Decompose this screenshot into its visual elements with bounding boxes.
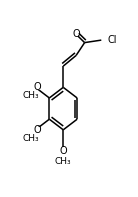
Text: O: O	[72, 29, 80, 39]
Bar	[104, 37, 111, 42]
Text: CH₃: CH₃	[55, 157, 71, 166]
Bar	[35, 127, 40, 133]
Bar	[61, 149, 66, 154]
Bar	[74, 31, 78, 37]
Text: O: O	[34, 125, 41, 135]
Text: CH₃: CH₃	[23, 134, 39, 143]
Text: O: O	[34, 82, 41, 92]
Text: Cl: Cl	[107, 34, 117, 45]
Text: CH₃: CH₃	[23, 91, 39, 100]
Text: O: O	[59, 146, 67, 156]
Bar	[35, 85, 40, 90]
